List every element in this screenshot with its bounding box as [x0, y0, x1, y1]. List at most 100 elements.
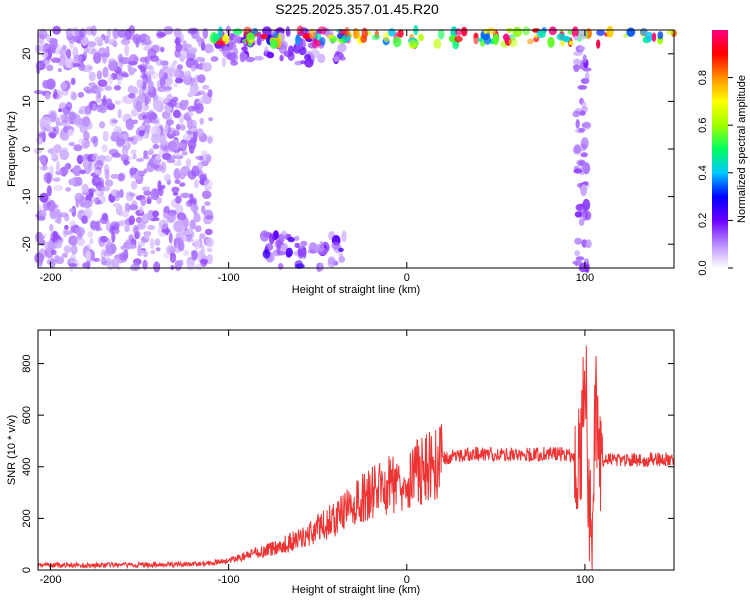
snr-frame: [37, 329, 675, 571]
heatmap-cell: [623, 33, 628, 38]
heatmap-cell: [132, 153, 137, 160]
heatmap-cell: [333, 55, 340, 63]
heatmap-cell: [101, 144, 108, 153]
heatmap-cell: [645, 31, 653, 42]
heatmap-cell: [201, 190, 212, 199]
heatmap-cell: [53, 184, 64, 192]
heatmap-cell: [433, 38, 442, 49]
heatmap-cell: [105, 98, 113, 107]
heatmap-cell: [193, 129, 198, 142]
heatmap-cell: [338, 252, 344, 258]
heatmap-cell: [103, 249, 113, 257]
heatmap-cell: [36, 216, 46, 221]
heatmap-cell: [578, 127, 586, 133]
heatmap-cell: [151, 133, 160, 145]
heatmap-cell: [473, 32, 479, 45]
heatmap-cell: [318, 241, 325, 253]
heatmap-cell: [137, 170, 146, 176]
heatmap-cell: [193, 239, 201, 250]
heatmap-cell: [574, 237, 583, 245]
heatmap-cell: [572, 110, 581, 118]
heatmap-cell: [65, 187, 72, 192]
chart-title: S225.2025.357.01.45.R20: [275, 1, 439, 17]
heatmap-cell: [206, 154, 212, 163]
heatmap-cell: [160, 60, 169, 66]
heatmap-cell: [575, 119, 580, 129]
heatmap-cell: [83, 199, 92, 209]
heatmap-cell: [68, 208, 76, 213]
heatmap-cell: [102, 66, 109, 78]
heatmap-cell: [188, 139, 197, 150]
heatmap-cell: [280, 244, 287, 252]
heatmap-cell: [146, 123, 151, 135]
heatmap-cell: [150, 249, 156, 255]
heatmap-cell: [59, 129, 70, 141]
heatmap-cell: [130, 149, 137, 155]
heatmap-cell: [315, 33, 322, 40]
heatmap-cell: [584, 72, 590, 84]
heatmap-cell: [154, 238, 161, 246]
heatmap-cell: [88, 82, 96, 87]
heatmap-cell: [152, 143, 160, 150]
snr-ytick-label: 600: [21, 406, 33, 424]
colorbar-tick-label: 0.8: [697, 70, 709, 85]
heatmap-cell: [483, 35, 492, 45]
heatmap-cell: [164, 124, 169, 134]
heatmap-cell: [129, 167, 137, 175]
heatmap-cell: [85, 89, 93, 94]
heatmap-cell: [124, 239, 132, 250]
heatmap-cell: [79, 28, 87, 38]
heatmap-cell: [128, 215, 135, 225]
heatmap-cell: [75, 226, 85, 237]
heatmap-cell: [174, 68, 181, 80]
heatmap-cell: [142, 259, 148, 270]
snr-series-line: [37, 345, 675, 571]
heatmap-cell: [486, 27, 497, 35]
heatmap-cell: [153, 261, 161, 273]
heatmap-ytick-label: 20: [21, 48, 33, 60]
heatmap-cell: [100, 235, 108, 243]
heatmap-ytick-label: 0: [21, 146, 33, 152]
snr-ylabel: SNR (10 * v/v): [6, 415, 18, 485]
heatmap-cell: [210, 56, 219, 62]
heatmap-cell: [139, 56, 148, 63]
heatmap-cell: [180, 124, 186, 131]
heatmap-cell: [194, 225, 202, 233]
heatmap-cell: [383, 31, 390, 43]
heatmap-cell: [339, 56, 346, 61]
colorbar-tick-label: 0.6: [697, 118, 709, 133]
heatmap-cell: [207, 136, 213, 144]
heatmap-cell: [297, 245, 307, 257]
heatmap-cell: [117, 127, 123, 133]
heatmap-cell: [198, 155, 204, 161]
heatmap-cell: [202, 62, 212, 72]
heatmap-cell: [180, 192, 190, 199]
heatmap-cell: [190, 119, 197, 129]
heatmap-cell: [118, 172, 126, 180]
heatmap-cell: [454, 35, 463, 43]
heatmap-cell: [92, 152, 99, 162]
heatmap-cell: [272, 32, 279, 39]
heatmap-cell: [208, 47, 215, 53]
heatmap-cell: [392, 36, 402, 48]
heatmap-cell: [196, 128, 204, 137]
heatmap-cell: [207, 89, 213, 98]
heatmap-cell: [138, 129, 145, 137]
heatmap-cell: [203, 178, 213, 191]
heatmap-cell: [111, 257, 120, 268]
heatmap-cell: [450, 26, 458, 38]
heatmap-cell: [52, 177, 61, 182]
heatmap-cell: [572, 260, 583, 265]
heatmap-cell: [190, 204, 199, 212]
heatmap-cell: [65, 48, 72, 59]
heatmap-cell: [104, 85, 113, 91]
heatmap-cell: [285, 247, 293, 257]
heatmap-cell: [49, 132, 56, 139]
heatmap-cell: [102, 130, 109, 142]
heatmap-cell: [140, 198, 147, 207]
heatmap-cell: [128, 118, 133, 127]
heatmap-cell: [197, 35, 202, 47]
heatmap-cell: [101, 98, 107, 104]
heatmap-cell: [73, 144, 83, 152]
heatmap-cell: [67, 128, 74, 137]
